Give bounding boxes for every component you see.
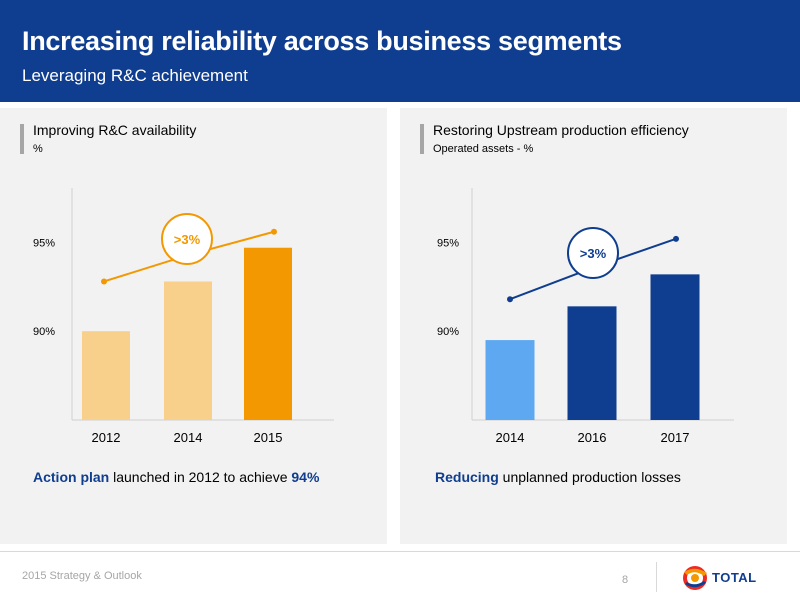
left-caption-target: 94% <box>291 469 320 485</box>
right-category-label: 2017 <box>661 430 690 445</box>
right-caption-text: unplanned production losses <box>498 469 681 485</box>
left-bar <box>244 247 292 420</box>
left-chart-title: Improving R&C availability <box>33 122 197 138</box>
left-ytick-label: 90% <box>33 326 55 338</box>
left-trend-point <box>271 228 277 235</box>
right-category-label: 2014 <box>496 430 525 445</box>
right-chart-panel: Restoring Upstream production efficiency… <box>400 108 787 544</box>
total-logo: TOTAL <box>680 563 790 593</box>
left-chart: 95% 90% 2012 2014 2015 >3% <box>33 188 334 445</box>
right-bar <box>650 274 700 420</box>
title-bracket <box>20 124 24 154</box>
right-bar <box>485 340 535 420</box>
right-chart: 95% 90% 2014 2016 2017 >3% <box>437 188 734 445</box>
right-chart-title: Restoring Upstream production efficiency <box>433 122 689 138</box>
right-growth-badge-label: >3% <box>580 246 607 261</box>
left-category-label: 2015 <box>254 430 283 445</box>
page-subtitle: Leveraging R&C achievement <box>22 66 248 85</box>
total-logo-text: TOTAL <box>712 570 757 585</box>
left-ytick-label: 95% <box>33 237 55 249</box>
right-trend-point <box>507 296 513 303</box>
page-number: 8 <box>622 574 629 586</box>
left-bar <box>82 331 130 420</box>
left-chart-panel: Improving R&C availability % 95% 90% 2012 2… <box>0 108 387 544</box>
left-growth-badge-label: >3% <box>174 232 201 247</box>
right-growth-badge <box>567 227 619 279</box>
right-trend-point <box>673 235 679 242</box>
right-caption-highlight: Reducing <box>435 469 499 485</box>
left-caption: Action plan launched in 2012 to achieve … <box>33 469 319 485</box>
left-growth-badge <box>161 213 213 265</box>
left-category-label: 2012 <box>92 430 121 445</box>
footer-divider <box>0 551 800 552</box>
right-category-label: 2016 <box>578 430 607 445</box>
left-caption-highlight: Action plan <box>33 469 110 485</box>
left-chart-unit: % <box>33 143 43 155</box>
left-trend-point <box>101 278 107 285</box>
page-title: Increasing reliability across business s… <box>22 26 622 56</box>
left-caption-text: launched in 2012 to achieve <box>109 469 292 485</box>
total-logo-icon <box>683 566 707 590</box>
right-chart-unit: Operated assets - % <box>433 143 534 155</box>
header-banner: Increasing reliability across business s… <box>0 0 800 102</box>
title-bracket <box>420 124 424 154</box>
right-ytick-label: 95% <box>437 237 459 249</box>
right-caption: Reducing unplanned production losses <box>435 469 681 485</box>
right-bar <box>567 306 617 420</box>
footer-separator <box>656 562 657 592</box>
footer-text: 2015 Strategy & Outlook <box>22 570 142 582</box>
right-ytick-label: 90% <box>437 326 459 338</box>
left-bar <box>164 281 212 420</box>
left-category-label: 2014 <box>174 430 203 445</box>
